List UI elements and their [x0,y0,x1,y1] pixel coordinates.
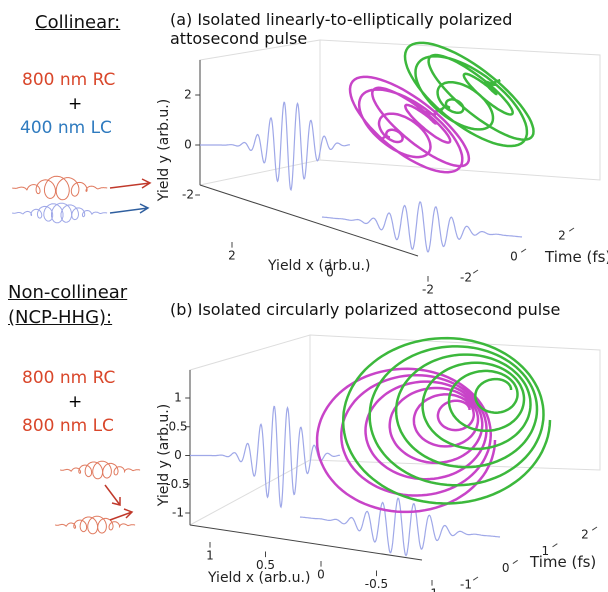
beam [12,202,108,224]
arrow [109,203,150,214]
t-axis-label: Time (fs) [544,248,608,266]
y-tick-label: 0 [184,138,192,152]
x-tick-label: 2 [228,249,236,263]
pulse [348,75,471,174]
axis [199,184,419,257]
label: 400 nm LC [20,118,112,138]
projection [200,101,350,192]
t-tick-label: -2 [460,271,472,285]
x-axis-label: Yield x (arb.u.) [267,258,370,274]
projection [190,405,341,509]
tick [552,543,558,548]
projection [299,497,501,557]
x-tick-label: 0 [326,266,334,280]
tick [568,227,575,232]
tick [520,248,527,253]
heading: Collinear: [35,12,121,33]
pulse [341,336,552,505]
y-tick-label: -0.5 [166,477,189,491]
frame [189,334,311,526]
frame [309,334,601,471]
arrow [104,484,121,506]
pulse [315,367,497,514]
beam [12,175,108,201]
y-tick-label: 0.5 [168,419,187,433]
label: 800 nm LC [22,416,114,436]
frame [319,39,601,181]
heading: Non-collinear [8,282,128,303]
label: + [68,94,83,114]
x-tick-label: -0.5 [365,577,388,591]
y-tick-label: 2 [184,88,192,102]
y-tick-label: -1 [172,506,184,520]
t-tick-label: 1 [542,544,550,558]
label: 800 nm RC [22,368,116,388]
label: + [68,392,83,412]
label: 800 nm RC [22,70,116,90]
tick [472,576,479,581]
t-axis-label: Time (fs) [529,553,596,571]
panel-title: (a) Isolated linearly-to-elliptically po… [170,10,513,48]
tick [512,559,518,564]
x-tick-label: -2 [422,283,434,297]
x-tick-label: 0 [317,568,325,582]
arrow [109,178,152,189]
t-tick-label: 2 [558,229,566,243]
x-tick-label: 1 [206,549,214,563]
t-tick-label: 0 [502,561,510,575]
beam [55,515,136,535]
y-tick-label: 1 [174,391,182,405]
beam [60,460,141,480]
panel-title: (b) Isolated circularly polarized attose… [170,300,561,319]
t-tick-label: 0 [510,250,518,264]
tick [472,269,479,274]
t-tick-label: -1 [460,578,472,592]
heading: (NCP-HHG): [8,307,113,328]
projection [321,201,523,253]
y-axis-label: Yield y (arb.u.) [156,99,172,202]
axis [189,524,423,561]
y-axis-label: Yield y (arb.u.) [156,404,172,507]
x-tick-label: -1 [426,587,438,592]
y-tick-label: 0 [174,448,182,462]
arrow [109,508,134,521]
y-tick-label: -2 [182,188,194,202]
tick [591,526,598,531]
x-axis-label: Yield x (arb.u.) [207,570,310,586]
t-tick-label: 2 [581,528,589,542]
x-tick-label: 0.5 [256,558,275,572]
pulse [403,41,535,148]
